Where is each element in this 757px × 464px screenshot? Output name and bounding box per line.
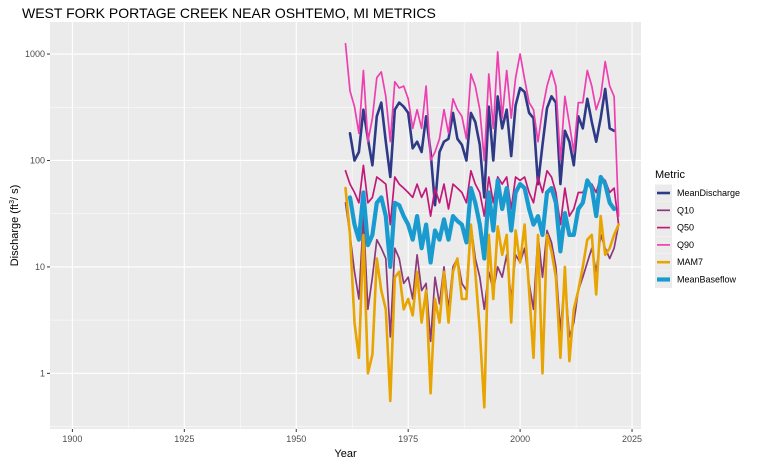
series-line-mam7	[344, 186, 620, 409]
series-line-meandischarge	[348, 86, 616, 207]
x-tick-label: 1900	[62, 434, 82, 444]
series-line-q90	[344, 42, 620, 217]
legend-label-meandischarge: MeanDischarge	[677, 188, 740, 198]
series-line-q50	[344, 164, 620, 226]
legend-label-mam7: MAM7	[677, 257, 703, 267]
legend-label-q90: Q90	[677, 240, 694, 250]
plot-panel	[50, 22, 641, 429]
legend-label-q50: Q50	[677, 223, 694, 233]
x-tick-label: 2025	[622, 434, 642, 444]
x-tick-label: 2000	[510, 434, 530, 444]
y-title-tail: / s)	[9, 185, 21, 200]
y-tick-label: 10	[35, 262, 45, 272]
x-axis: 1900 1925 1950 1975 2000 2025	[62, 429, 642, 444]
y-title-sup: 3	[9, 200, 16, 204]
legend-label-meanbaseflow: MeanBaseflow	[677, 275, 737, 285]
y-tick-label: 1	[40, 368, 45, 378]
y-axis-title: Discharge (ft3/ s)	[9, 185, 21, 267]
x-tick-label: 1975	[398, 434, 418, 444]
y-axis: 1 10 100 1000	[25, 49, 50, 378]
x-tick-label: 1950	[286, 434, 306, 444]
legend: Metric MeanDischarge Q10 Q50 Q90 MAM7 MeanBase…	[655, 169, 740, 288]
y-title-main: Discharge (ft	[9, 204, 21, 266]
series-line-meanbaseflow	[347, 174, 617, 269]
y-tick-label: 1000	[25, 49, 45, 59]
x-axis-title: Year	[334, 448, 357, 460]
chart-title: WEST FORK PORTAGE CREEK NEAR OSHTEMO, MI…	[22, 5, 436, 21]
legend-title: Metric	[655, 169, 685, 181]
y-tick-label: 100	[30, 155, 45, 165]
x-tick-label: 1925	[174, 434, 194, 444]
legend-label-q10: Q10	[677, 205, 694, 215]
series-lines	[344, 42, 620, 409]
